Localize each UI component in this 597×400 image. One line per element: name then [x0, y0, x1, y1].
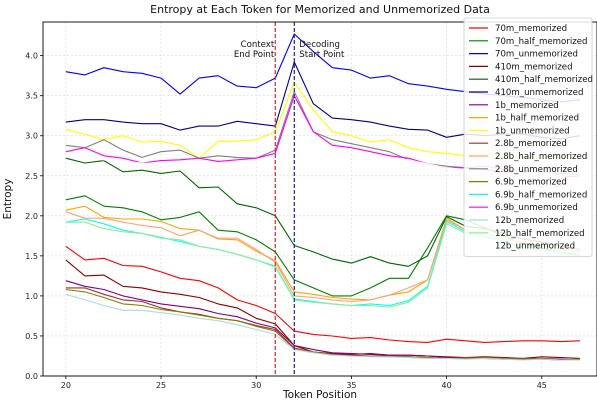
- y-tick-label: 3.0: [25, 132, 38, 141]
- legend-label: 2.8b_unmemorized: [495, 165, 578, 175]
- legend-label: 1b_memorized: [495, 101, 559, 111]
- reference-line-label: Start Point: [299, 50, 345, 60]
- legend-label: 410m_unmemorized: [495, 88, 583, 98]
- legend-label: 12b_memorized: [495, 216, 564, 226]
- y-tick-label: 2.5: [25, 172, 38, 181]
- legend: 70m_memorized 70m_half_memorized 70m_unmem…: [463, 17, 593, 257]
- y-tick-label: 1.0: [25, 292, 38, 301]
- chart-title: Entropy at Each Token for Memorized and …: [150, 3, 490, 16]
- series-line-70m-memorized: [65, 245, 580, 343]
- axis-ticks: 20 25 30 35 40 45 0.0 0.5 1.0 1.5 2.0 2.5 3.0 3.5 4.0: [25, 52, 547, 390]
- y-tick-label: 0.0: [25, 372, 38, 381]
- legend-label: 70m_half_memorized: [495, 37, 588, 47]
- series-line-1b-memorized: [65, 280, 580, 361]
- series-line-6-9b-memorized: [65, 288, 580, 361]
- legend-label: 70m_unmemorized: [495, 50, 578, 60]
- x-tick-label: 20: [61, 381, 71, 390]
- legend-label: 6.9b_unmemorized: [495, 203, 578, 213]
- x-tick-label: 40: [442, 381, 452, 390]
- legend-label: 2.8b_memorized: [495, 139, 567, 149]
- y-tick-label: 2.0: [25, 212, 38, 221]
- y-tick-label: 3.5: [25, 92, 38, 101]
- reference-line-label: End Point: [234, 50, 275, 60]
- x-tick-label: 45: [537, 381, 547, 390]
- x-tick-label: 35: [346, 381, 356, 390]
- y-tick-label: 1.5: [25, 252, 38, 261]
- series-line-410m-memorized: [65, 259, 580, 359]
- legend-label: 12b_unmemorized: [495, 242, 575, 252]
- y-tick-label: 4.0: [25, 52, 38, 61]
- y-tick-label: 0.5: [25, 332, 38, 341]
- x-tick-label: 25: [156, 381, 166, 390]
- legend-label: 6.9b_memorized: [495, 178, 567, 188]
- legend-label: 1b_half_memorized: [495, 114, 579, 124]
- legend-label: 12b_half_memorized: [495, 229, 585, 239]
- legend-label: 70m_memorized: [495, 24, 567, 34]
- legend-label: 410m_half_memorized: [495, 75, 593, 85]
- legend-box: [463, 17, 593, 257]
- legend-label: 6.9b_half_memorized: [495, 190, 587, 200]
- series-line-12b-memorized: [65, 293, 580, 361]
- x-tick-label: 30: [251, 381, 261, 390]
- plot-frame: [42, 21, 597, 377]
- reference-line-label: Decoding: [299, 40, 340, 50]
- x-axis-label: Token Position: [282, 389, 357, 400]
- legend-label: 410m_memorized: [495, 62, 573, 72]
- y-axis-label: Entropy: [2, 179, 14, 220]
- legend-label: 2.8b_half_memorized: [495, 152, 587, 162]
- reference-line-label: Context: [241, 40, 275, 50]
- legend-label: 1b_unmemorized: [495, 126, 570, 136]
